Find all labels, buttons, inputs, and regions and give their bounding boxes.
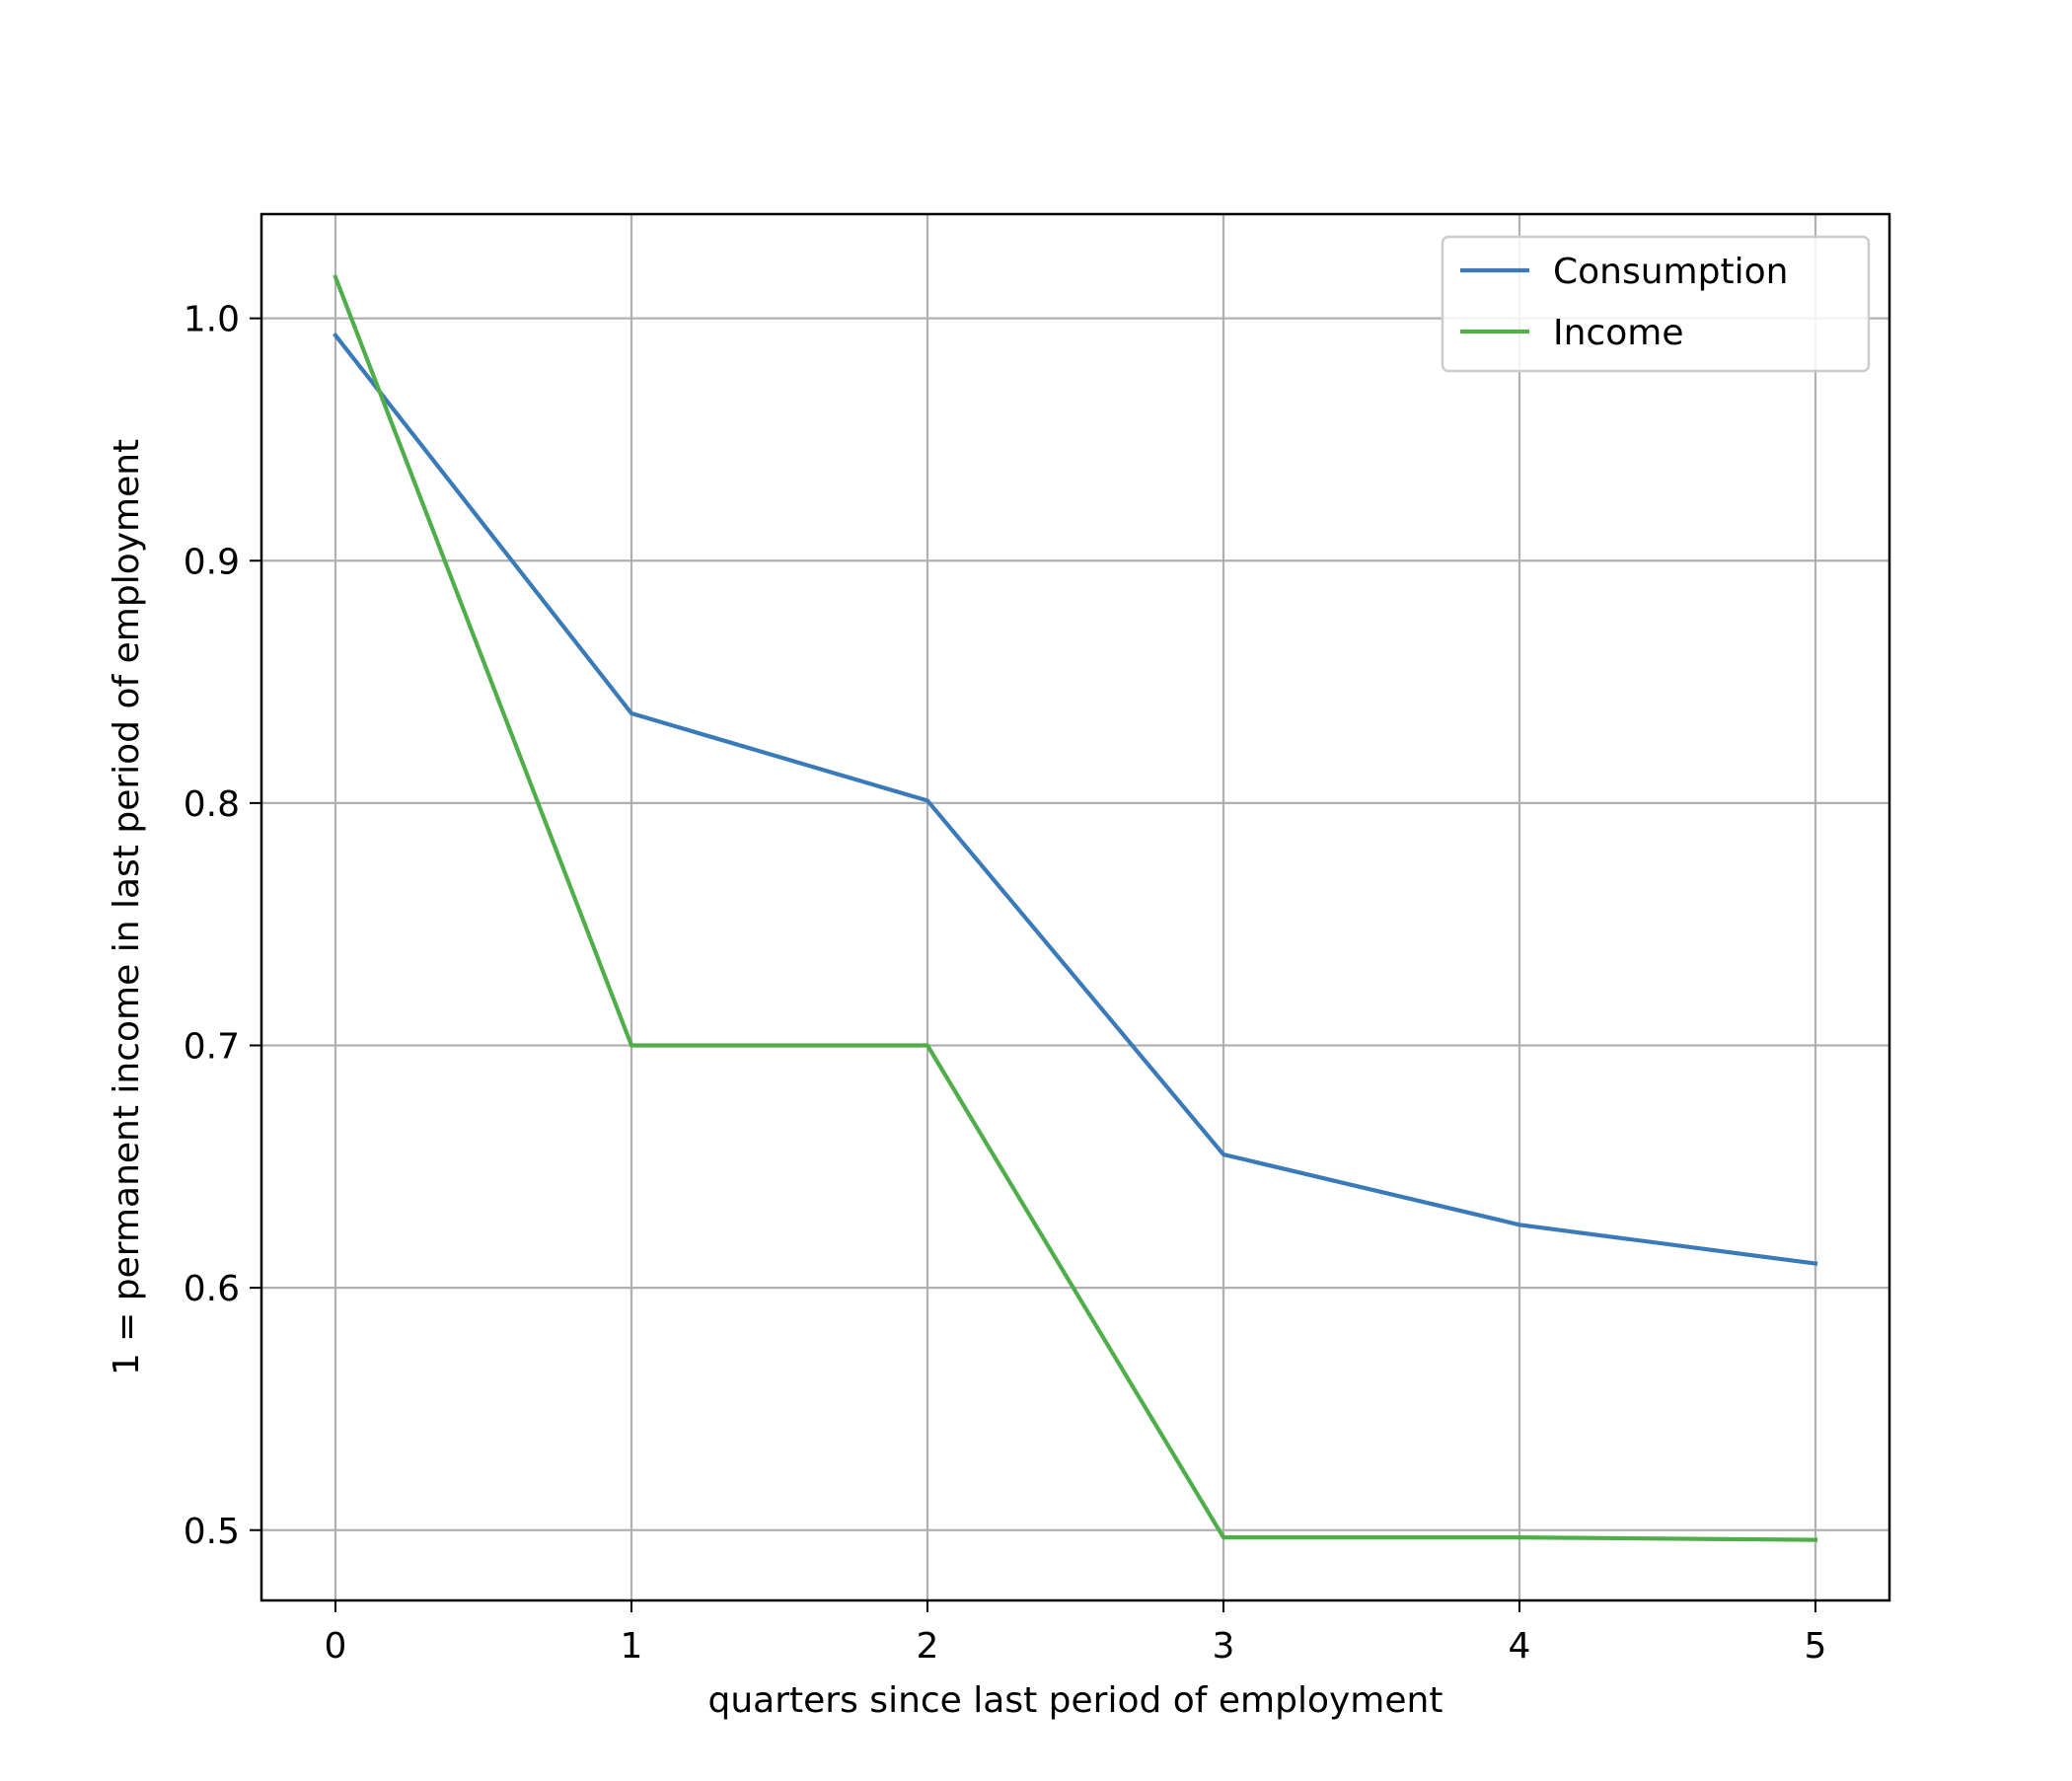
axis-ticks: 0 1 2 3 4 5 0.5 0.6 0.7 0.8 0.9 1.0 [184,300,1827,1667]
y-tick-label: 1.0 [184,300,240,340]
legend-box [1441,235,1871,373]
x-tick-label: 5 [1805,1626,1827,1667]
series-line-income [333,274,1818,1542]
plot-area-frame [259,212,1891,1602]
x-axis-label: quarters since last period of employment [708,1680,1443,1721]
y-tick-label: 0.8 [184,784,240,825]
x-tick-label: 0 [325,1626,347,1667]
y-tick-label: 0.6 [184,1269,240,1309]
y-tick-label: 0.9 [184,542,240,582]
series-line-consumption [333,332,1818,1266]
x-tick-label: 2 [917,1626,939,1667]
y-tick-label: 0.5 [184,1512,240,1552]
grid [261,214,1889,1600]
x-tick-label: 1 [621,1626,643,1667]
x-tick-label: 4 [1509,1626,1531,1667]
legend-label-consumption: Consumption [1553,252,1788,292]
legend: Consumption Income [1441,235,1871,373]
x-tick-label: 3 [1213,1626,1235,1667]
y-tick-label: 0.7 [184,1027,240,1068]
y-axis-label: 1 = permanent income in last period of e… [107,439,147,1375]
legend-label-income: Income [1553,313,1683,353]
series-lines [333,274,1818,1542]
